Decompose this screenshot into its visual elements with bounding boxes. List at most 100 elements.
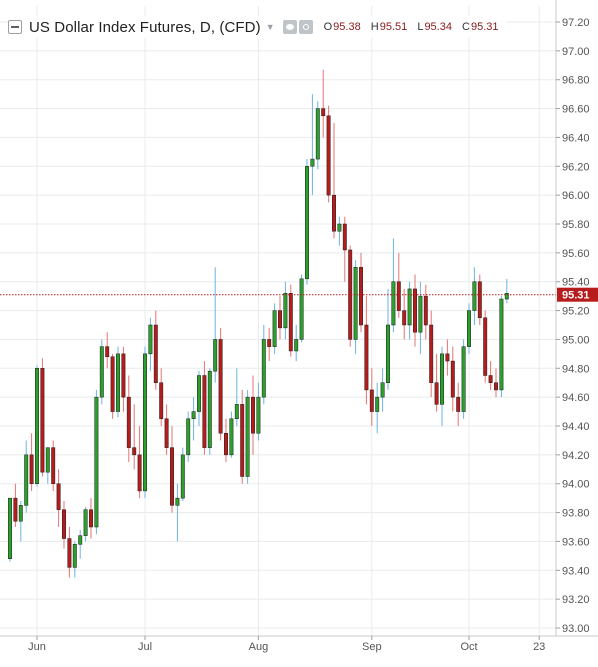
- candle-body[interactable]: [321, 108, 326, 117]
- candle-body[interactable]: [251, 396, 255, 434]
- candle-body[interactable]: [51, 447, 56, 484]
- candle-body[interactable]: [186, 418, 191, 456]
- candle-body[interactable]: [62, 509, 66, 539]
- candle-body[interactable]: [256, 396, 261, 434]
- candle-body[interactable]: [159, 382, 164, 420]
- candle-body[interactable]: [143, 353, 147, 492]
- candle-body[interactable]: [29, 454, 34, 484]
- candle-body[interactable]: [234, 404, 239, 420]
- candle-body[interactable]: [305, 166, 309, 280]
- candle-body[interactable]: [148, 324, 153, 355]
- candle-body[interactable]: [126, 396, 131, 448]
- candle-body[interactable]: [191, 411, 196, 420]
- candle-body[interactable]: [164, 418, 169, 448]
- candle-body[interactable]: [429, 324, 434, 383]
- candle-body[interactable]: [375, 396, 380, 412]
- candle-body[interactable]: [504, 293, 509, 300]
- candle-body[interactable]: [396, 281, 401, 311]
- candle-body[interactable]: [94, 396, 99, 528]
- time-axis[interactable]: [0, 636, 598, 662]
- candle-body[interactable]: [245, 396, 250, 477]
- candle-body[interactable]: [240, 404, 245, 477]
- candle-body[interactable]: [294, 339, 299, 352]
- candle-body[interactable]: [89, 509, 93, 528]
- candle-body[interactable]: [67, 538, 72, 568]
- candle-body[interactable]: [326, 115, 331, 196]
- candle-body[interactable]: [45, 447, 50, 473]
- candle-body[interactable]: [132, 447, 137, 456]
- candle-body[interactable]: [342, 223, 347, 251]
- candle-body[interactable]: [445, 353, 450, 362]
- candle-body[interactable]: [359, 267, 363, 326]
- candle-body[interactable]: [267, 339, 272, 347]
- candle-body[interactable]: [391, 281, 396, 326]
- candle-body[interactable]: [197, 375, 201, 412]
- candle-body[interactable]: [461, 346, 466, 412]
- candle-body[interactable]: [413, 288, 417, 333]
- candle-body[interactable]: [116, 353, 120, 412]
- candle-body[interactable]: [386, 324, 390, 383]
- candle-body[interactable]: [283, 293, 288, 329]
- candle-body[interactable]: [456, 396, 461, 412]
- candle-body[interactable]: [272, 310, 277, 347]
- candle-body[interactable]: [310, 158, 315, 167]
- candle-body[interactable]: [229, 418, 234, 456]
- candle-body[interactable]: [13, 497, 18, 522]
- candle-body[interactable]: [180, 454, 185, 499]
- candle-body[interactable]: [202, 375, 207, 448]
- candle-body[interactable]: [315, 108, 320, 160]
- candle-body[interactable]: [434, 382, 439, 405]
- candle-body[interactable]: [261, 339, 266, 398]
- candle-body[interactable]: [472, 281, 477, 311]
- candle-body[interactable]: [369, 389, 374, 412]
- candle-body[interactable]: [440, 353, 444, 405]
- candle-body[interactable]: [137, 454, 142, 492]
- candle-body[interactable]: [170, 447, 174, 506]
- price-axis[interactable]: [556, 0, 598, 662]
- gear-icon[interactable]: [298, 20, 313, 34]
- candle-body[interactable]: [8, 497, 12, 559]
- candle-body[interactable]: [72, 544, 77, 568]
- candle-body[interactable]: [450, 360, 455, 398]
- candle-body[interactable]: [494, 382, 498, 391]
- candle-body[interactable]: [35, 368, 39, 484]
- candle-body[interactable]: [207, 370, 212, 448]
- candle-body[interactable]: [483, 317, 488, 376]
- candle-body[interactable]: [477, 281, 482, 319]
- symbol-title[interactable]: US Dollar Index Futures, D, (CFD): [29, 18, 261, 36]
- candle-body[interactable]: [488, 375, 493, 383]
- candle-body[interactable]: [380, 382, 385, 398]
- candle-body[interactable]: [224, 432, 228, 456]
- candle-body[interactable]: [175, 497, 180, 506]
- candle-body[interactable]: [423, 295, 428, 326]
- candle-body[interactable]: [402, 310, 407, 326]
- candle-body[interactable]: [99, 346, 104, 398]
- candle-body[interactable]: [213, 339, 218, 372]
- eye-icon[interactable]: [282, 20, 297, 34]
- candle-body[interactable]: [499, 298, 504, 391]
- candle-body[interactable]: [407, 288, 412, 326]
- candle-body[interactable]: [364, 324, 369, 391]
- candle-body[interactable]: [353, 267, 358, 340]
- candle-body[interactable]: [121, 353, 126, 398]
- candle-body[interactable]: [56, 483, 61, 510]
- candle-body[interactable]: [332, 194, 336, 232]
- candle-body[interactable]: [418, 295, 423, 333]
- candle-body[interactable]: [40, 368, 45, 473]
- candle-body[interactable]: [299, 278, 304, 340]
- candle-body[interactable]: [278, 310, 282, 329]
- candle-body[interactable]: [78, 535, 83, 545]
- candle-body[interactable]: [110, 356, 115, 412]
- candle-body[interactable]: [218, 339, 223, 434]
- candle-body[interactable]: [105, 346, 110, 357]
- collapse-icon[interactable]: [8, 20, 22, 34]
- candle-body[interactable]: [467, 310, 471, 347]
- candle-body[interactable]: [83, 509, 88, 536]
- candle-body[interactable]: [288, 293, 293, 352]
- candle-body[interactable]: [24, 454, 29, 506]
- caret-down-icon[interactable]: ▼: [265, 22, 275, 32]
- candle-body[interactable]: [337, 223, 342, 232]
- candle-body[interactable]: [18, 505, 23, 522]
